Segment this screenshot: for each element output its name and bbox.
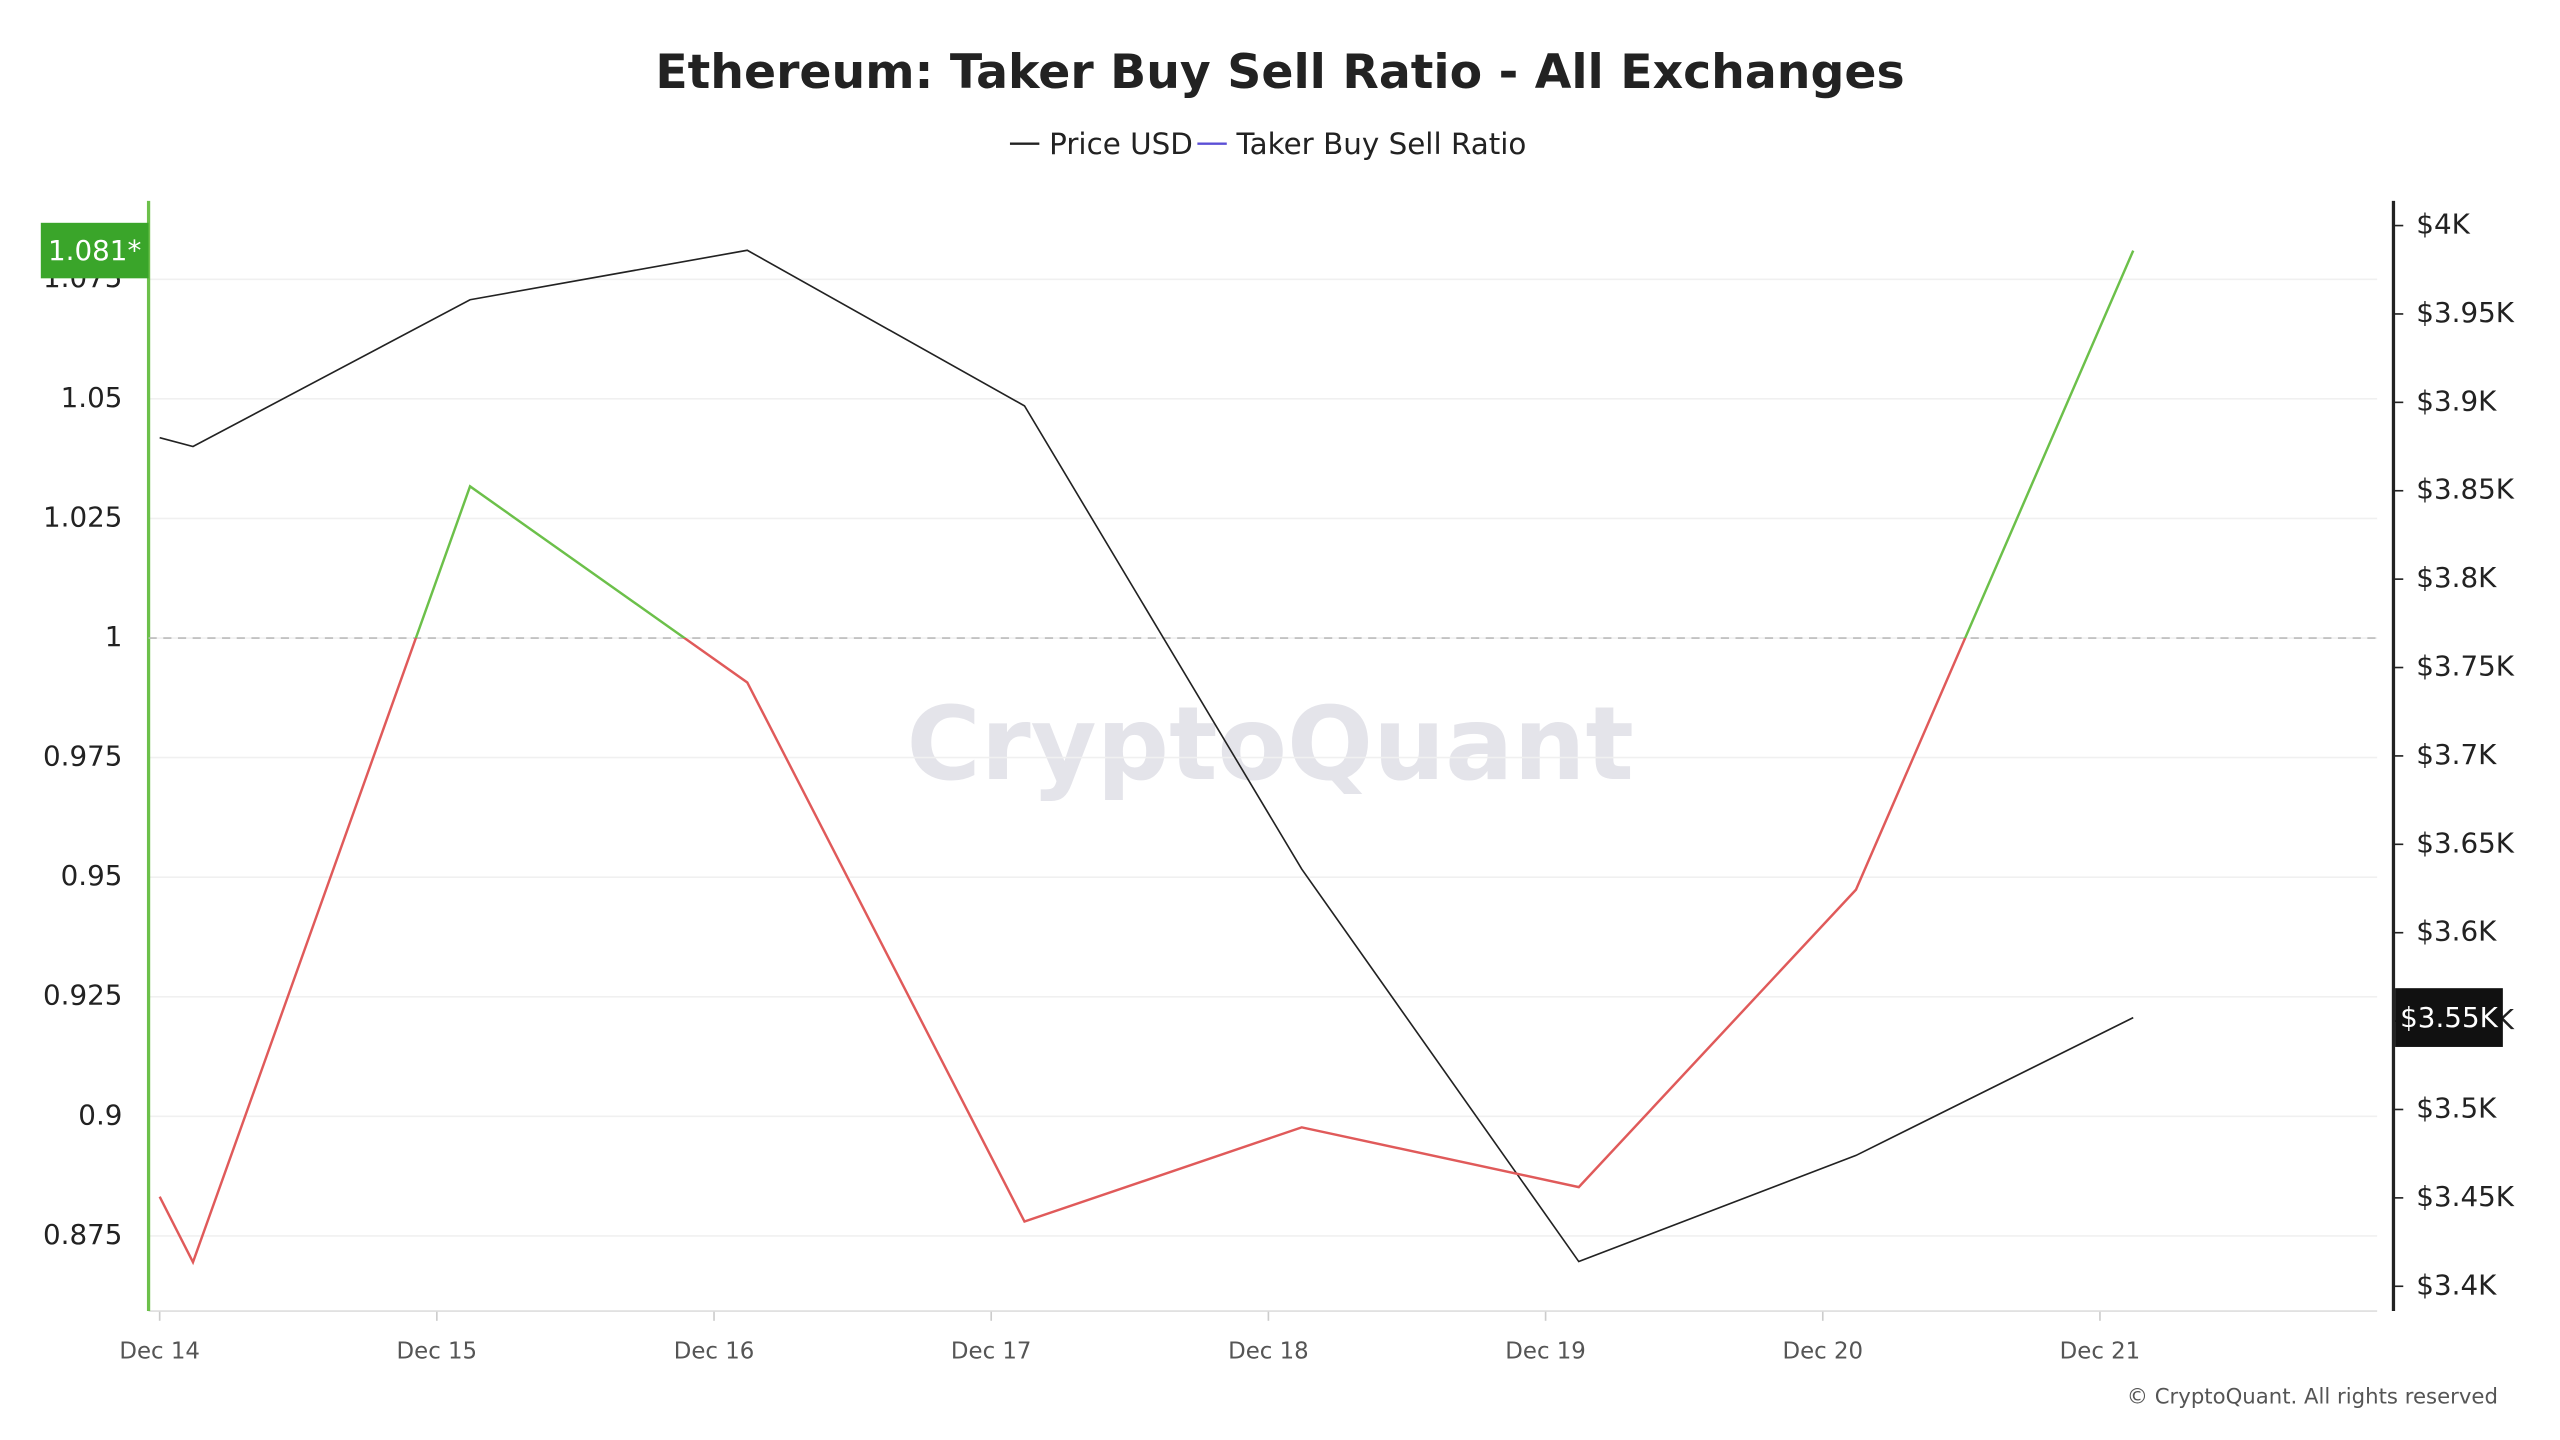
x-tick-label: Dec 14	[119, 1338, 200, 1364]
x-tick-label: Dec 20	[1782, 1338, 1863, 1364]
x-tick-label: Dec 19	[1505, 1338, 1586, 1364]
y2-tick-label: $3.65K	[2416, 826, 2514, 859]
y2-tick-label: $3.9K	[2416, 384, 2497, 417]
watermark: CryptoQuant	[906, 685, 1633, 803]
y2-tick-label: $4K	[2416, 208, 2470, 241]
price-badge	[2395, 988, 2503, 1047]
y-tick-label: 0.975	[43, 740, 122, 773]
ratio-badge	[40, 222, 149, 279]
y-tick-label: 1.025	[43, 500, 122, 533]
y-tick-label: 0.95	[61, 859, 123, 892]
chart-title: Ethereum: Taker Buy Sell Ratio - All Exc…	[655, 45, 1904, 100]
y2-tick-label: $3.95K	[2416, 296, 2514, 329]
legend-label: Taker Buy Sell Ratio	[1236, 127, 1527, 161]
y2-tick-label: $3.85K	[2416, 473, 2514, 506]
y-tick-label: 0.9	[78, 1098, 122, 1131]
y-tick-label: 0.925	[43, 979, 122, 1012]
x-tick-label: Dec 16	[674, 1338, 755, 1364]
x-tick-label: Dec 15	[397, 1338, 478, 1364]
y-tick-label: 1.05	[61, 381, 123, 414]
y-tick-label: 1	[105, 620, 123, 653]
x-tick-label: Dec 18	[1228, 1338, 1309, 1364]
y2-tick-label: $3.45K	[2416, 1180, 2514, 1213]
y2-tick-label: $3.8K	[2416, 561, 2497, 594]
y2-tick-label: $3.4K	[2416, 1268, 2497, 1301]
y-tick-label: 0.875	[43, 1218, 122, 1251]
price-line	[159, 249, 2134, 1263]
legend-label: Price USD	[1049, 127, 1193, 161]
ratio-badge-label: 1.081*	[48, 234, 141, 267]
y2-tick-label: $3.6K	[2416, 915, 2497, 948]
ratio-line-below	[158, 638, 1967, 1266]
x-tick-label: Dec 21	[2060, 1338, 2141, 1364]
y2-tick-label: $3.7K	[2416, 738, 2497, 771]
x-tick-label: Dec 17	[951, 1338, 1032, 1364]
y2-tick-label: $3.75K	[2416, 650, 2514, 683]
price-badge-label: $3.55K	[2400, 1001, 2498, 1034]
y2-tick-label: $3.5K	[2416, 1091, 2497, 1124]
footer: © CryptoQuant. All rights reserved	[2127, 1385, 2498, 1410]
